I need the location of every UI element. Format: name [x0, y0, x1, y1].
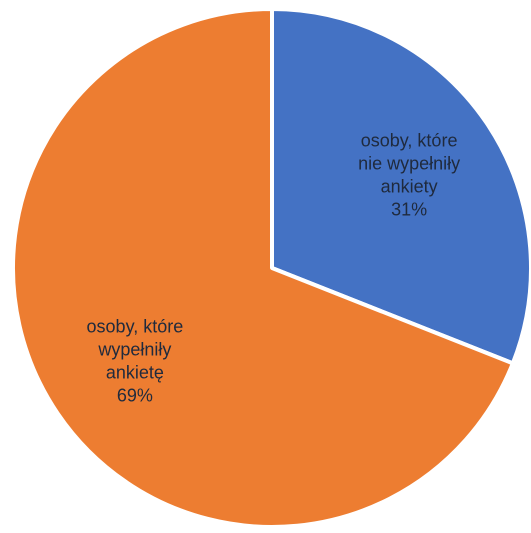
slice-label-line: ankietę	[106, 363, 164, 383]
pie-slice-0	[270, 7, 531, 366]
slice-label-line: osoby, które	[361, 130, 458, 150]
slice-label-line: nie wypełniły	[358, 153, 460, 173]
slice-percent-label: 69%	[117, 386, 153, 406]
slice-label-line: ankiety	[381, 176, 438, 196]
pie-slice-1	[11, 7, 515, 529]
slice-label-line: wypełniły	[97, 340, 171, 360]
slice-label-line: osoby, które	[87, 317, 184, 337]
slice-label-0: osoby, które nie wypełniły ankiety 31%	[358, 130, 460, 219]
slice-percent-label: 31%	[391, 199, 427, 219]
slice-label-1: osoby, które wypełniły ankietę 69%	[87, 317, 184, 406]
labels-layer: osoby, które nie wypełniły ankiety 31%osoby…	[87, 130, 461, 405]
slices-layer	[11, 7, 531, 529]
